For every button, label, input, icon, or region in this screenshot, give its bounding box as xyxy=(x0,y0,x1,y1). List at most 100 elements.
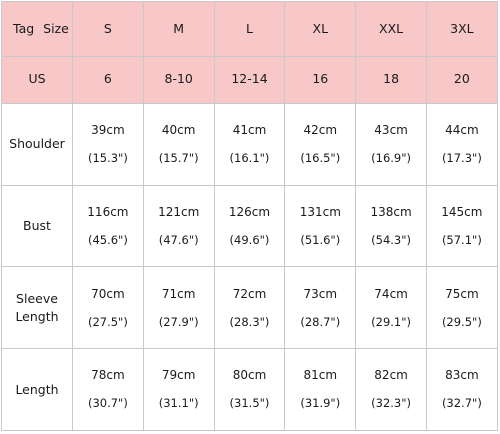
measurement-cell: 116cm (45.6") xyxy=(72,184,144,268)
measurement-cell: 70cm (27.5") xyxy=(72,266,144,350)
cm-value: 138cm xyxy=(370,204,412,219)
measurement-cell: 43cm (16.9") xyxy=(355,102,427,186)
inch-value: (29.1") xyxy=(371,314,412,329)
cm-value: 41cm xyxy=(232,123,267,138)
inch-value: (17.3") xyxy=(441,151,482,166)
measurement-label-cell: Shoulder xyxy=(1,102,73,186)
measurement-cell: 81cm (31.9") xyxy=(284,348,357,431)
inch-value: (32.3") xyxy=(371,396,412,411)
size-header-cell: XL xyxy=(284,1,357,57)
cm-value: 121cm xyxy=(158,204,200,219)
cm-value: 70cm xyxy=(91,286,125,301)
size-header-cell: L xyxy=(213,1,286,57)
measurement-cell: 78cm (30.7") xyxy=(72,348,144,431)
measurement-label-line: Shoulder xyxy=(9,136,65,152)
measurement-cell: 80cm (31.5") xyxy=(213,348,286,431)
measurement-label-cell: Sleeve Length xyxy=(1,266,73,350)
inch-value: (31.9") xyxy=(300,396,341,411)
cm-value: 83cm xyxy=(445,368,479,383)
measurement-cell: 79cm (31.1") xyxy=(142,348,215,431)
measurement-cell: 41cm (16.1") xyxy=(213,102,286,186)
inch-value: (16.5") xyxy=(300,151,341,166)
measurement-cell: 131cm (51.6") xyxy=(284,184,357,268)
cm-value: 71cm xyxy=(161,286,196,301)
measurement-row-length: Length 78cm (30.7") 79cm (31.1") 80cm (31.5… xyxy=(1,348,498,431)
inch-value: (28.3") xyxy=(229,314,270,329)
measurement-label-line: Length xyxy=(15,381,59,397)
measurement-row-sleeve-length: Sleeve Length 70cm (27.5") 71cm (27.9") 72c… xyxy=(1,266,498,350)
inch-value: (16.1") xyxy=(229,151,270,166)
cm-value: 75cm xyxy=(445,286,479,301)
cm-value: 42cm xyxy=(303,123,338,138)
us-size-row: US 6 8-10 12-14 16 18 20 xyxy=(1,55,498,104)
cm-value: 131cm xyxy=(299,204,341,219)
us-size-cell: 12-14 xyxy=(213,55,286,104)
cm-value: 81cm xyxy=(303,368,338,383)
size-header-row: Tag Size S M L XL XXL 3XL xyxy=(1,1,498,57)
measurement-cell: 82cm (32.3") xyxy=(355,348,427,431)
inch-value: (15.7") xyxy=(158,151,199,166)
measurement-cell: 74cm (29.1") xyxy=(355,266,427,350)
cm-value: 73cm xyxy=(303,286,338,301)
us-label-cell: US xyxy=(1,55,73,104)
us-size-cell: 8-10 xyxy=(142,55,215,104)
us-size-cell: 16 xyxy=(284,55,357,104)
cm-value: 145cm xyxy=(441,204,483,219)
inch-value: (27.9") xyxy=(158,314,199,329)
cm-value: 40cm xyxy=(161,123,196,138)
inch-value: (28.7") xyxy=(300,314,341,329)
cm-value: 80cm xyxy=(232,368,267,383)
cm-value: 79cm xyxy=(161,368,196,383)
measurement-label-cell: Length xyxy=(1,348,73,431)
tag-label: Tag xyxy=(13,20,35,36)
cm-value: 82cm xyxy=(374,368,408,383)
size-header-cell: M xyxy=(142,1,215,57)
measurement-label-line: Length xyxy=(15,308,59,324)
measurement-cell: 73cm (28.7") xyxy=(284,266,357,350)
size-label: Size xyxy=(43,20,69,36)
inch-value: (31.5") xyxy=(229,396,270,411)
measurement-label-line: Bust xyxy=(23,218,51,234)
cm-value: 39cm xyxy=(91,123,125,138)
inch-value: (16.9") xyxy=(371,151,412,166)
measurement-cell: 83cm (32.7") xyxy=(425,348,498,431)
size-header-cell: 3XL xyxy=(425,1,498,57)
us-size-cell: 6 xyxy=(72,55,144,104)
size-header-cell: XXL xyxy=(355,1,427,57)
inch-value: (47.6") xyxy=(158,232,199,247)
size-header-cell: S xyxy=(72,1,144,57)
inch-value: (51.6") xyxy=(300,232,341,247)
us-size-cell: 20 xyxy=(425,55,498,104)
tag-size-header-cell: Tag Size xyxy=(1,1,73,57)
measurement-cell: 145cm (57.1") xyxy=(425,184,498,268)
cm-value: 116cm xyxy=(87,204,129,219)
measurement-label-cell: Bust xyxy=(1,184,73,268)
cm-value: 43cm xyxy=(374,123,408,138)
inch-value: (49.6") xyxy=(229,232,270,247)
inch-value: (32.7") xyxy=(441,396,482,411)
inch-value: (57.1") xyxy=(441,232,482,247)
measurement-cell: 126cm (49.6") xyxy=(213,184,286,268)
measurement-cell: 39cm (15.3") xyxy=(72,102,144,186)
cm-value: 72cm xyxy=(232,286,267,301)
cm-value: 74cm xyxy=(374,286,408,301)
cm-value: 44cm xyxy=(445,123,479,138)
us-size-cell: 18 xyxy=(355,55,427,104)
measurement-row-shoulder: Shoulder 39cm (15.3") 40cm (15.7") 41cm (16… xyxy=(1,102,498,186)
inch-value: (15.3") xyxy=(87,151,128,166)
measurement-row-bust: Bust 116cm (45.6") 121cm (47.6") 126cm (49.… xyxy=(1,184,498,268)
inch-value: (54.3") xyxy=(371,232,412,247)
inch-value: (45.6") xyxy=(87,232,128,247)
cm-value: 78cm xyxy=(91,368,125,383)
measurement-cell: 75cm (29.5") xyxy=(425,266,498,350)
inch-value: (29.5") xyxy=(441,314,482,329)
measurement-cell: 44cm (17.3") xyxy=(425,102,498,186)
inch-value: (27.5") xyxy=(87,314,128,329)
inch-value: (30.7") xyxy=(87,396,128,411)
measurement-cell: 121cm (47.6") xyxy=(142,184,215,268)
cm-value: 126cm xyxy=(228,204,271,219)
measurement-cell: 42cm (16.5") xyxy=(284,102,357,186)
measurement-cell: 72cm (28.3") xyxy=(213,266,286,350)
measurement-cell: 138cm (54.3") xyxy=(355,184,427,268)
